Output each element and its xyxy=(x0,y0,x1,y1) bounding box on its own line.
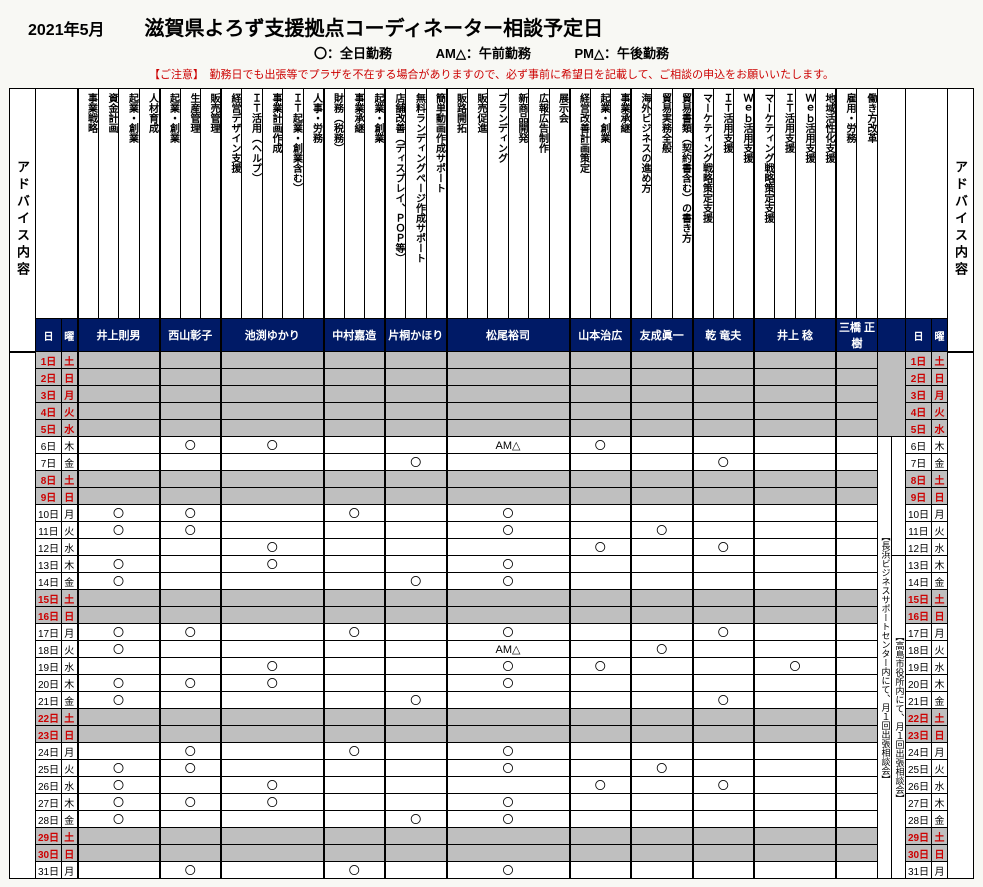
legend-am: AM△：午前勤務 xyxy=(436,46,531,61)
legend-full: 〇：全日勤務 xyxy=(314,46,392,61)
page-title: 滋賀県よろず支援拠点コーディネーター相談予定日 xyxy=(145,12,604,41)
period: 2021年5月 xyxy=(28,16,105,40)
notice: 【ご注意】 勤務日でも出張等でプラザを不在する場合がありますので、必ず事前に希望… xyxy=(8,66,975,82)
legend-pm: PM△：午後勤務 xyxy=(574,46,669,61)
schedule-table: アドバイス内容事業戦略資金計画起業・創業人材育成起業・創業生産管理販売管理経営デ… xyxy=(9,88,974,879)
legend: 〇：全日勤務 AM△：午前勤務 PM△：午後勤務 xyxy=(8,43,975,62)
